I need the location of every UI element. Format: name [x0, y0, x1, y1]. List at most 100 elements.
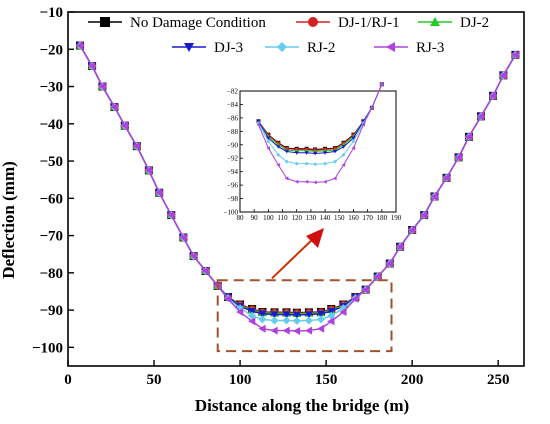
inset-y-tick-label: −96 [227, 182, 238, 190]
series-rj-3 [76, 41, 519, 335]
legend-label: RJ-3 [416, 40, 444, 56]
inset-data-point [294, 161, 299, 166]
data-point [76, 41, 84, 50]
inset-data-point [276, 152, 281, 157]
data-point [476, 112, 485, 121]
data-point [132, 142, 141, 151]
inset-y-tick-label: −84 [227, 101, 238, 109]
inset-series-line [257, 84, 383, 155]
data-point [248, 308, 257, 316]
inset-data-point [369, 105, 374, 110]
data-point [258, 310, 267, 318]
inset-data-point [323, 179, 327, 184]
inset-data-point [304, 151, 309, 155]
x-tick-label: 200 [401, 372, 424, 388]
data-point [224, 294, 232, 303]
data-point [292, 316, 301, 325]
inset-data-point [256, 122, 261, 127]
inset-x-tick-label: 120 [291, 214, 302, 222]
inset-data-point [341, 162, 346, 167]
inset-data-point [284, 176, 289, 181]
data-point [385, 259, 393, 268]
y-tick-label: −40 [39, 117, 63, 133]
legend-marker [100, 17, 110, 27]
inset-data-point [284, 159, 289, 164]
legend-item: DJ-1/RJ-1 [296, 15, 400, 31]
data-point [248, 317, 256, 326]
inset-x-tick-label: 140 [320, 214, 331, 222]
data-point [270, 316, 279, 325]
inset-data-point [323, 151, 328, 155]
inset-x-tick-label: 180 [377, 214, 388, 222]
legend-marker [277, 42, 287, 52]
inset-x-tick-label: 80 [237, 214, 245, 222]
zoom-arrow-head [306, 228, 324, 248]
inset-x-tick-label: 110 [277, 214, 288, 222]
inset-data-point [313, 162, 318, 167]
x-axis-title: Distance along the bridge (m) [195, 396, 409, 415]
data-point [316, 324, 325, 333]
legend-item: No Damage Condition [88, 15, 266, 31]
legend-marker [184, 43, 194, 52]
inset-y-tick-label: −86 [227, 114, 238, 122]
inset-data-point [351, 136, 356, 141]
data-point [98, 82, 106, 91]
data-point [88, 62, 96, 71]
data-point [351, 294, 359, 303]
data-point [316, 315, 325, 324]
data-point [292, 326, 301, 335]
data-point [282, 311, 291, 319]
data-point [339, 307, 347, 316]
data-point [258, 315, 267, 324]
data-point [270, 311, 279, 319]
plot-area-frame [67, 11, 525, 367]
data-point [179, 233, 187, 242]
legend-marker [308, 17, 318, 27]
data-point [167, 211, 175, 220]
inset-data-point [276, 162, 280, 167]
y-tick-label: −70 [39, 229, 63, 245]
inset-data-point [304, 161, 309, 166]
data-point [361, 285, 369, 294]
data-point [396, 242, 404, 251]
zoom-region-box [216, 279, 393, 353]
data-point [201, 266, 209, 275]
data-point [454, 153, 462, 162]
y-tick-label: −30 [39, 80, 63, 96]
legend-item: DJ-2 [418, 15, 489, 31]
x-tick-label: 150 [315, 372, 338, 388]
legend-label: RJ-2 [307, 40, 335, 56]
inset-data-point [351, 139, 356, 144]
data-point [511, 50, 519, 59]
data-point [327, 317, 335, 326]
inset-data-point [379, 82, 384, 87]
legend-label: No Damage Condition [130, 15, 266, 31]
inset-x-tick-label: 90 [251, 214, 259, 222]
y-tick-label: −60 [39, 191, 63, 207]
data-point [292, 311, 301, 319]
legend-label: DJ-3 [214, 40, 243, 56]
data-point [155, 188, 163, 197]
inset-data-point [294, 151, 299, 155]
inset-data-point [294, 179, 299, 184]
inset-x-tick-label: 160 [348, 214, 359, 222]
data-point [248, 311, 257, 320]
legend-marker [386, 42, 395, 52]
inset-x-tick-label: 130 [306, 214, 317, 222]
inset-x-tick-label: 190 [391, 214, 402, 222]
y-tick-label: −80 [39, 266, 63, 282]
data-point [189, 252, 197, 261]
data-point [144, 166, 153, 175]
inset-x-tick-label: 150 [334, 214, 345, 222]
inset-series-rj-2 [256, 82, 384, 167]
inset-series-line [257, 84, 383, 165]
data-point [258, 324, 266, 333]
data-point [430, 192, 438, 201]
inset-data-point [266, 146, 270, 151]
inset-x-tick-label: 100 [263, 214, 274, 222]
inset-data-point [361, 122, 365, 127]
inset-y-tick-label: −82 [227, 88, 238, 96]
legend-marker [430, 17, 440, 26]
x-tick-label: 250 [487, 372, 510, 388]
